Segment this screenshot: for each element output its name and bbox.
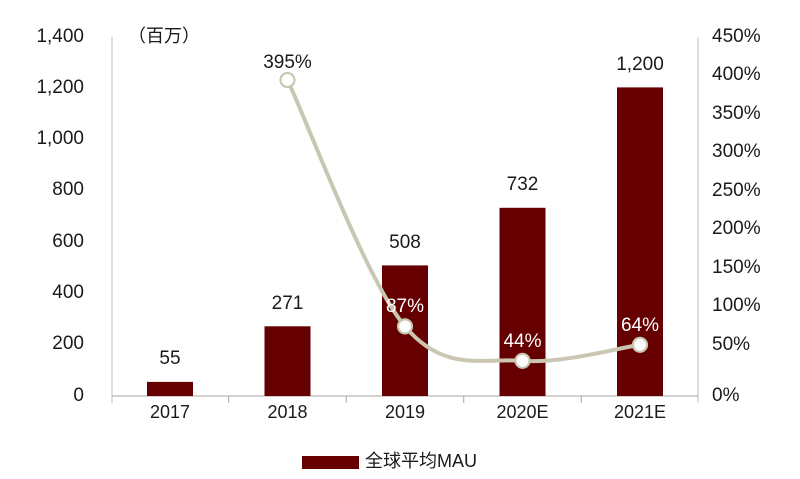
svg-text:150%: 150% <box>712 257 761 278</box>
svg-text:1,200: 1,200 <box>36 77 84 98</box>
svg-text:87%: 87% <box>386 296 424 317</box>
svg-text:0: 0 <box>73 385 84 406</box>
svg-text:600: 600 <box>52 231 84 252</box>
svg-text:1,000: 1,000 <box>36 128 84 149</box>
svg-text:2021E: 2021E <box>614 402 666 422</box>
svg-text:732: 732 <box>507 174 539 195</box>
svg-text:300%: 300% <box>712 141 761 162</box>
svg-text:全球平均MAU: 全球平均MAU <box>365 451 477 471</box>
svg-text:2019: 2019 <box>385 402 425 422</box>
svg-text:450%: 450% <box>712 26 761 47</box>
svg-text:100%: 100% <box>712 295 761 316</box>
svg-text:2018: 2018 <box>267 402 307 422</box>
svg-text:400%: 400% <box>712 64 761 85</box>
svg-text:2017: 2017 <box>150 402 190 422</box>
svg-text:（百万）: （百万） <box>128 26 200 46</box>
svg-text:2020E: 2020E <box>496 402 548 422</box>
svg-text:0%: 0% <box>712 385 740 406</box>
svg-text:44%: 44% <box>503 331 541 352</box>
svg-text:50%: 50% <box>712 334 750 355</box>
svg-text:400: 400 <box>52 282 84 303</box>
svg-text:1,200: 1,200 <box>616 54 664 75</box>
svg-text:350%: 350% <box>712 103 761 124</box>
svg-text:200: 200 <box>52 333 84 354</box>
svg-text:1,400: 1,400 <box>36 26 84 47</box>
svg-text:271: 271 <box>272 293 304 314</box>
svg-text:800: 800 <box>52 179 84 200</box>
svg-text:55: 55 <box>159 348 180 369</box>
svg-text:250%: 250% <box>712 180 761 201</box>
svg-text:508: 508 <box>389 232 421 253</box>
svg-text:64%: 64% <box>621 315 659 336</box>
svg-text:200%: 200% <box>712 218 761 239</box>
svg-text:395%: 395% <box>263 52 312 73</box>
